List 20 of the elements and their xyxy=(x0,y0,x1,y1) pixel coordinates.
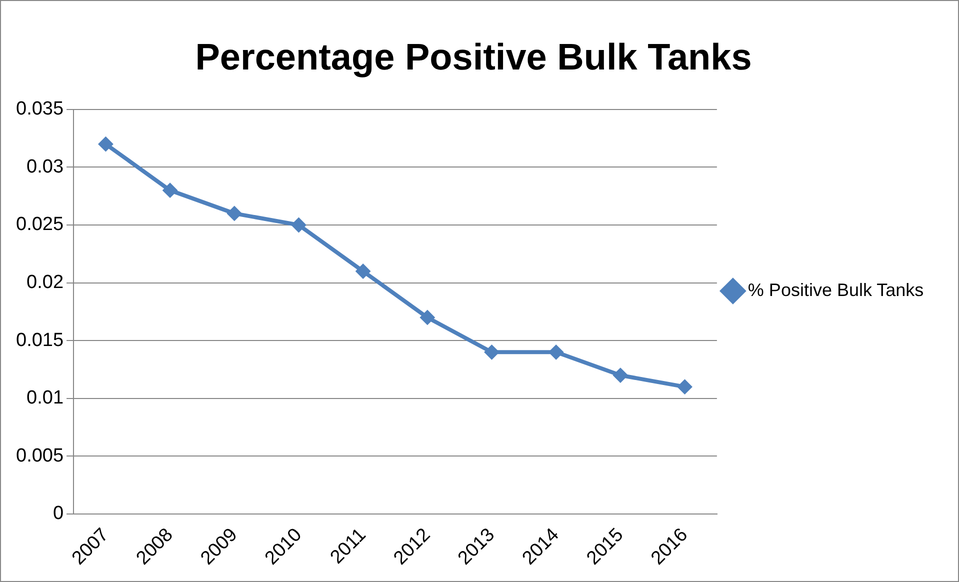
y-tick-label: 0.03 xyxy=(26,156,64,178)
chart-title: Percentage Positive Bulk Tanks xyxy=(195,36,752,78)
y-tick-label: 0.025 xyxy=(16,214,64,236)
y-tick-label: 0.02 xyxy=(26,272,64,294)
y-tick-label: 0.005 xyxy=(16,445,64,466)
point xyxy=(291,217,306,232)
y-tick-label: 0.035 xyxy=(16,98,64,120)
point xyxy=(98,136,114,152)
legend-label: % Positive Bulk Tanks xyxy=(748,280,924,300)
y-tick-label: 0.015 xyxy=(16,330,64,351)
y-tick-label: 0.01 xyxy=(26,388,64,409)
y-tick-label: 0 xyxy=(52,503,64,524)
point xyxy=(356,264,371,279)
point xyxy=(484,344,500,360)
point xyxy=(548,344,564,360)
point xyxy=(612,368,628,383)
point xyxy=(420,310,435,325)
point xyxy=(162,182,178,198)
point xyxy=(226,206,242,221)
point xyxy=(677,379,692,394)
